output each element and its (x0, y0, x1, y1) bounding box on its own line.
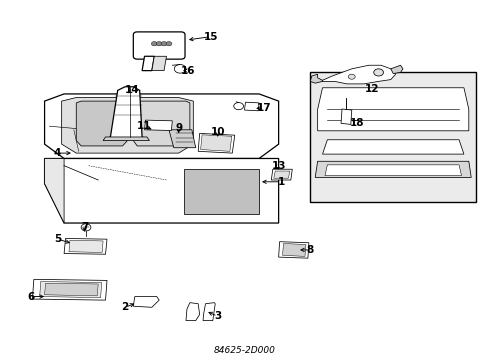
Text: 8: 8 (306, 245, 313, 255)
Polygon shape (76, 101, 127, 146)
Text: 12: 12 (364, 84, 379, 94)
Polygon shape (44, 158, 278, 223)
Text: 15: 15 (203, 32, 218, 41)
Text: 7: 7 (81, 222, 88, 231)
Polygon shape (320, 65, 395, 84)
Text: 1: 1 (277, 177, 284, 187)
Text: 9: 9 (175, 123, 182, 133)
Text: 84625-2D000: 84625-2D000 (213, 346, 275, 355)
Text: 16: 16 (181, 66, 195, 76)
Text: 5: 5 (55, 234, 61, 244)
Polygon shape (44, 283, 98, 296)
Polygon shape (340, 109, 351, 125)
Circle shape (81, 224, 91, 231)
Polygon shape (315, 161, 470, 177)
Polygon shape (103, 137, 149, 140)
Polygon shape (40, 282, 102, 298)
Polygon shape (144, 120, 172, 131)
Circle shape (165, 41, 171, 46)
Polygon shape (200, 135, 231, 151)
Polygon shape (322, 140, 463, 154)
Polygon shape (203, 303, 215, 320)
Text: 2: 2 (121, 302, 128, 312)
Polygon shape (61, 98, 193, 153)
Text: 11: 11 (137, 121, 151, 131)
Circle shape (161, 41, 166, 46)
Polygon shape (133, 297, 159, 307)
Polygon shape (152, 56, 166, 71)
Circle shape (233, 103, 243, 110)
Polygon shape (105, 87, 147, 139)
Polygon shape (325, 165, 461, 176)
Text: 14: 14 (125, 85, 140, 95)
Polygon shape (390, 65, 402, 73)
Polygon shape (44, 94, 278, 158)
Polygon shape (271, 169, 292, 180)
Polygon shape (310, 74, 322, 83)
Polygon shape (168, 130, 195, 148)
Polygon shape (183, 169, 259, 214)
Polygon shape (282, 243, 305, 256)
FancyBboxPatch shape (133, 32, 184, 59)
Circle shape (156, 41, 162, 46)
Polygon shape (142, 56, 154, 71)
Text: 10: 10 (210, 127, 224, 136)
Circle shape (151, 41, 157, 46)
Polygon shape (64, 238, 107, 254)
Polygon shape (244, 102, 259, 111)
Text: 17: 17 (256, 103, 271, 113)
Text: 13: 13 (271, 161, 285, 171)
Bar (310, 72, 475, 202)
Polygon shape (44, 158, 64, 223)
Text: 6: 6 (27, 292, 35, 302)
Polygon shape (278, 242, 308, 258)
Text: 4: 4 (53, 148, 61, 158)
Polygon shape (198, 134, 234, 153)
Polygon shape (133, 101, 189, 146)
Polygon shape (185, 303, 199, 320)
Text: 18: 18 (349, 118, 363, 128)
Polygon shape (32, 279, 107, 300)
Polygon shape (69, 240, 103, 252)
Circle shape (373, 69, 383, 76)
Circle shape (347, 74, 354, 79)
Polygon shape (273, 171, 289, 178)
Circle shape (174, 64, 185, 73)
Polygon shape (317, 88, 468, 131)
Text: 3: 3 (214, 311, 221, 321)
